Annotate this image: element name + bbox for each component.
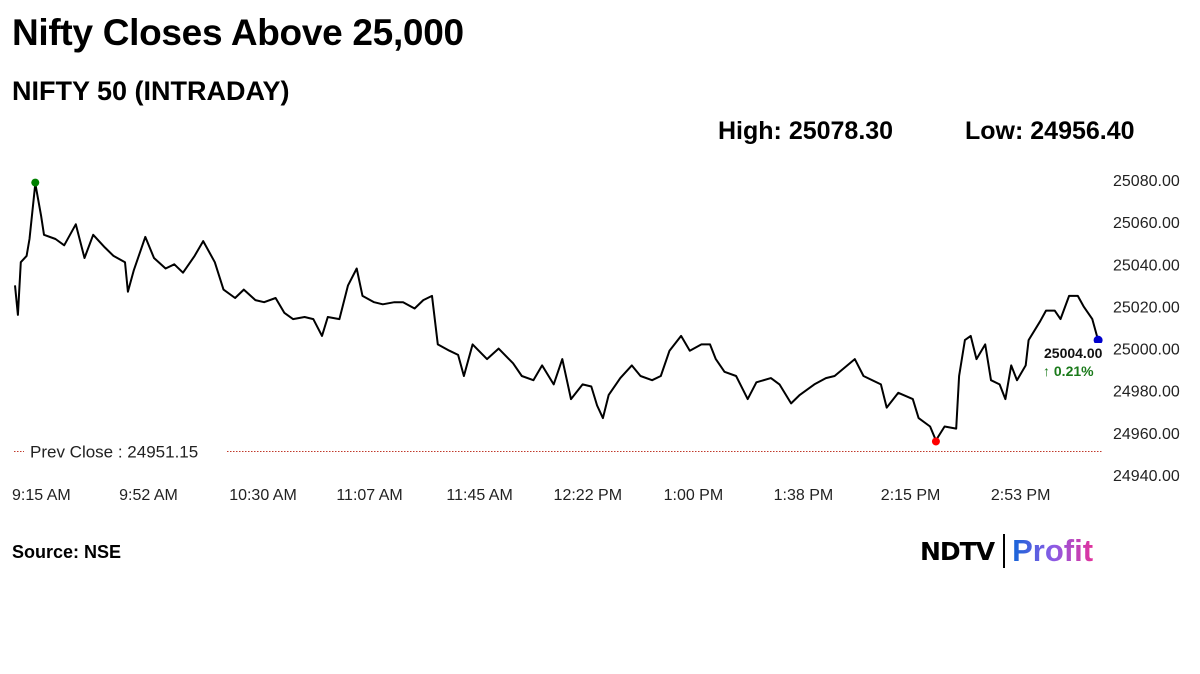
- ndtv-profit-logo: NDTV Profit: [920, 532, 1093, 570]
- page-title: Nifty Closes Above 25,000: [12, 12, 464, 53]
- x-tick-label: 11:07 AM: [336, 487, 402, 504]
- x-tick-label: 2:15 PM: [881, 487, 941, 504]
- y-axis: 25080.00 25060.00 25040.00 25020.00 25000.00…: [1113, 173, 1180, 485]
- high-marker: [31, 178, 40, 187]
- x-tick-label: 10:30 AM: [229, 487, 297, 504]
- x-tick-label: 11:45 AM: [446, 487, 512, 504]
- x-tick-label: 1:38 PM: [774, 487, 834, 504]
- source-label: Source: NSE: [12, 542, 122, 562]
- chart-subtitle: NIFTY 50 (INTRADAY): [12, 76, 290, 106]
- y-tick-label: 25080.00: [1113, 173, 1180, 190]
- y-tick-label: 25060.00: [1113, 215, 1180, 232]
- prev-close-label: Prev Close : 24951.15: [30, 443, 198, 462]
- logo-divider: [1003, 534, 1006, 568]
- logo-ndtv-text: NDTV: [920, 536, 995, 566]
- y-tick-label: 24940.00: [1113, 468, 1180, 485]
- x-tick-label: 2:53 PM: [991, 487, 1051, 504]
- y-tick-label: 24980.00: [1113, 384, 1180, 401]
- close-value-label: 25004.00: [1044, 345, 1103, 361]
- x-tick-label: 12:22 PM: [554, 487, 622, 504]
- logo-profit-text: Profit: [1012, 533, 1094, 568]
- close-change-label: ↑ 0.21%: [1043, 363, 1094, 379]
- x-tick-label: 9:15 AM: [12, 487, 71, 504]
- close-label-bg: [1040, 343, 1106, 381]
- close-marker: [1093, 335, 1103, 345]
- y-tick-label: 25040.00: [1113, 257, 1180, 274]
- day-low-label: Low: 24956.40: [965, 117, 1135, 145]
- series-line: [14, 182, 1100, 442]
- x-tick-label: 1:00 PM: [664, 487, 724, 504]
- y-tick-label: 25020.00: [1113, 299, 1180, 316]
- prev-close-label-bg: [24, 441, 226, 462]
- y-tick-label: 24960.00: [1113, 426, 1180, 443]
- y-tick-label: 25000.00: [1113, 342, 1180, 359]
- x-tick-label: 9:52 AM: [119, 487, 178, 504]
- x-axis: 9:15 AM 9:52 AM 10:30 AM 11:07 AM 11:45 AM 12…: [12, 487, 1050, 504]
- day-high-label: High: 25078.30: [718, 117, 894, 145]
- low-marker: [931, 437, 940, 446]
